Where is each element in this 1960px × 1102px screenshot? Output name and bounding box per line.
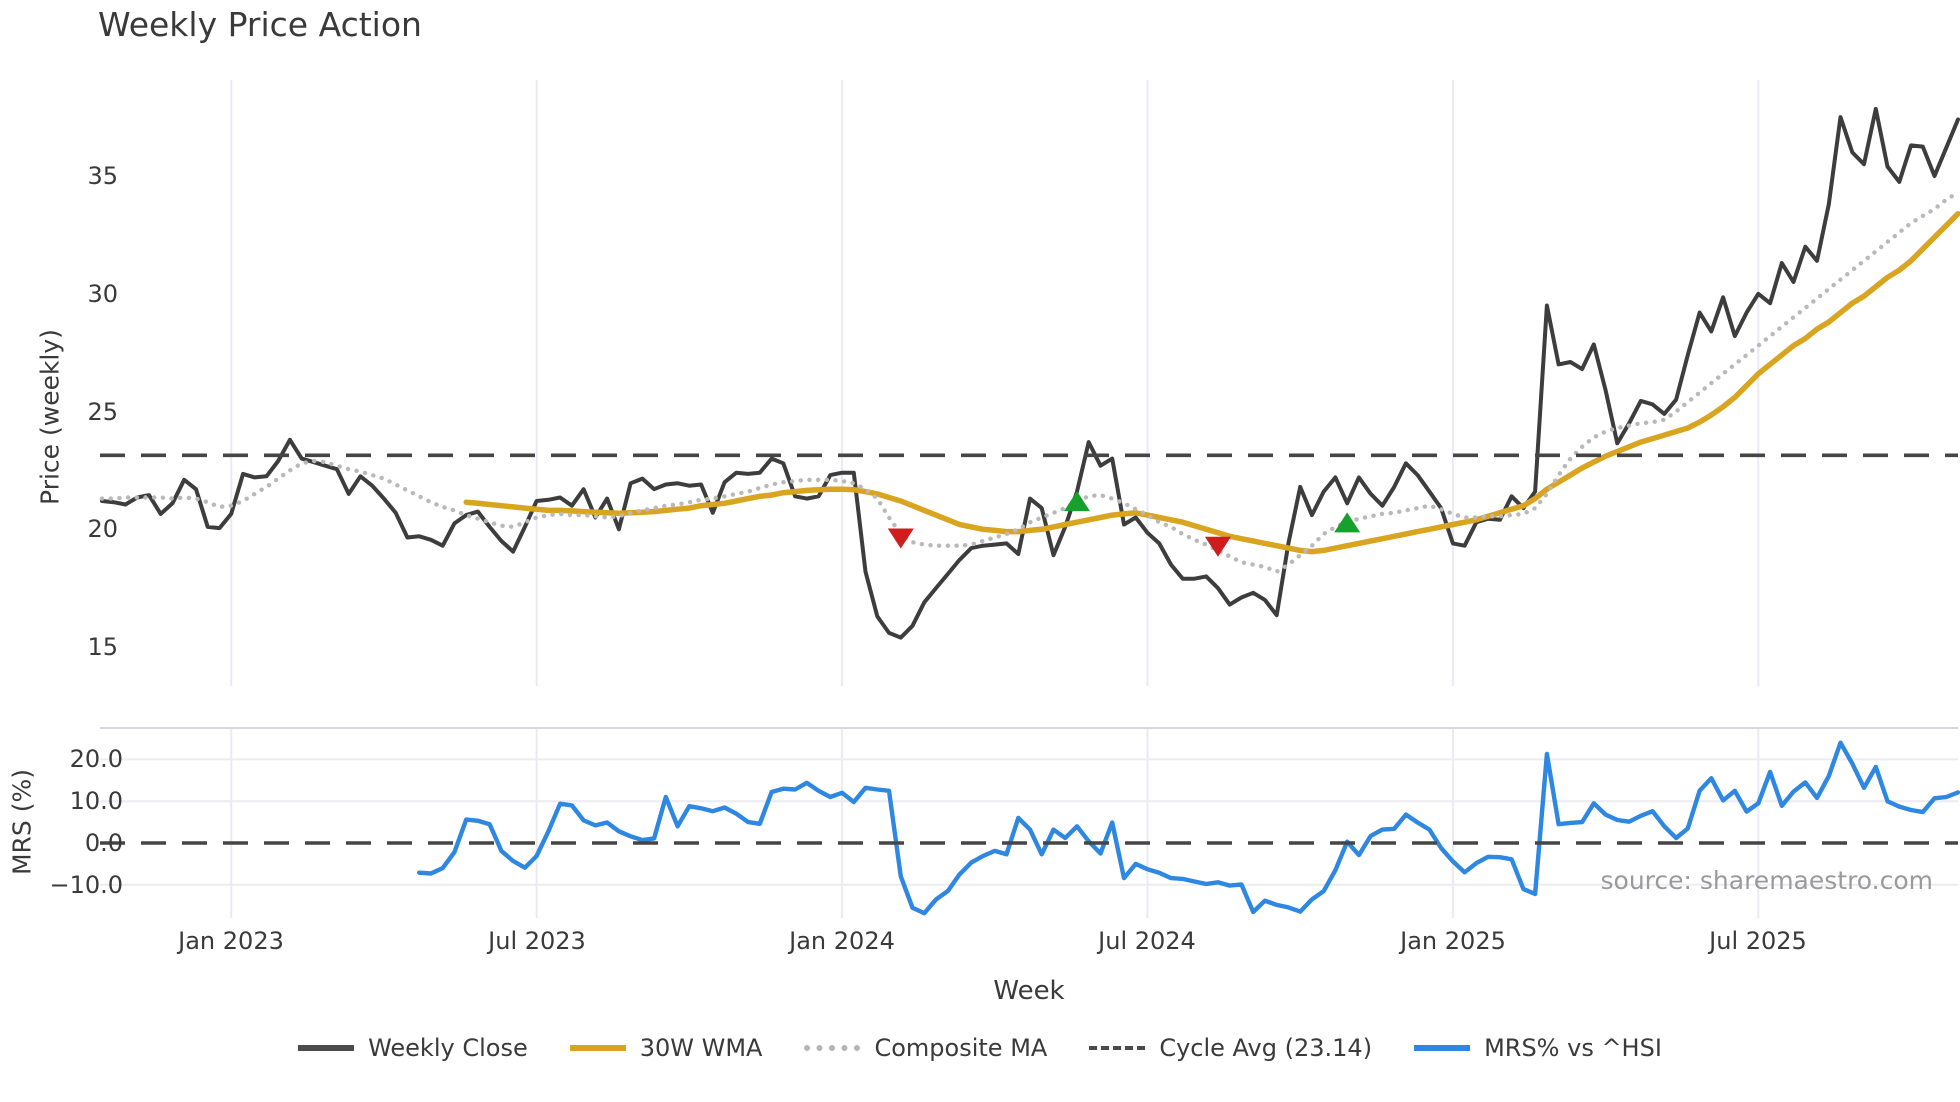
sell-signal-marker <box>887 528 914 549</box>
page-title: Weekly Price Action <box>98 5 422 44</box>
legend-swatch-solid <box>569 1045 626 1051</box>
source-attribution: source: sharemaestro.com <box>1600 866 1934 895</box>
legend-item: Cycle Avg (23.14) <box>1089 1034 1372 1062</box>
series-weekly_close <box>100 106 1960 640</box>
legend-swatch-dotted <box>804 1045 861 1051</box>
legend-swatch-dashed <box>1089 1046 1146 1050</box>
x-tick-label: Jan 2024 <box>789 927 895 955</box>
legend-label: 30W WMA <box>639 1034 763 1062</box>
mrs-tick-label: 10.0 <box>69 787 123 815</box>
legend-label: Cycle Avg (23.14) <box>1159 1034 1373 1062</box>
buy-signal-marker <box>1063 491 1090 512</box>
legend-item: Composite MA <box>804 1034 1047 1062</box>
mrs-tick-label: −10.0 <box>49 871 123 899</box>
series-wma30 <box>463 210 1960 555</box>
x-tick-label: Jan 2023 <box>178 927 284 955</box>
x-tick-label: Jan 2025 <box>1400 927 1506 955</box>
sell-signal-marker <box>1204 536 1231 557</box>
price-tick-label: 20 <box>87 515 118 543</box>
legend-item: 30W WMA <box>569 1034 763 1062</box>
week-axis-title: Week <box>993 976 1065 1006</box>
x-tick-label: Jul 2025 <box>1709 927 1807 955</box>
mrs-tick-label: 0.0 <box>84 829 123 857</box>
legend-swatch-solid <box>1414 1045 1471 1051</box>
legend-label: Composite MA <box>874 1034 1048 1062</box>
series-mrs <box>417 740 1960 916</box>
legend-item: Weekly Close <box>298 1034 528 1062</box>
legend: Weekly Close 30W WMA Composite MA Cycle Avg… <box>0 1034 1960 1062</box>
price-tick-label: 25 <box>87 398 118 426</box>
price-tick-label: 15 <box>87 633 118 661</box>
price-tick-label: 30 <box>87 280 118 308</box>
series-composite <box>99 190 1960 574</box>
mrs-axis-title: MRS (%) <box>7 768 37 876</box>
price-tick-label: 35 <box>87 162 118 190</box>
legend-label: MRS% vs ^HSI <box>1484 1034 1662 1062</box>
x-tick-label: Jul 2024 <box>1098 927 1196 955</box>
legend-item: MRS% vs ^HSI <box>1414 1034 1662 1062</box>
x-tick-label: Jul 2023 <box>488 927 586 955</box>
legend-label: Weekly Close <box>368 1034 528 1062</box>
mrs-tick-label: 20.0 <box>69 745 123 773</box>
legend-swatch-solid <box>298 1045 355 1051</box>
buy-signal-marker <box>1334 512 1361 533</box>
